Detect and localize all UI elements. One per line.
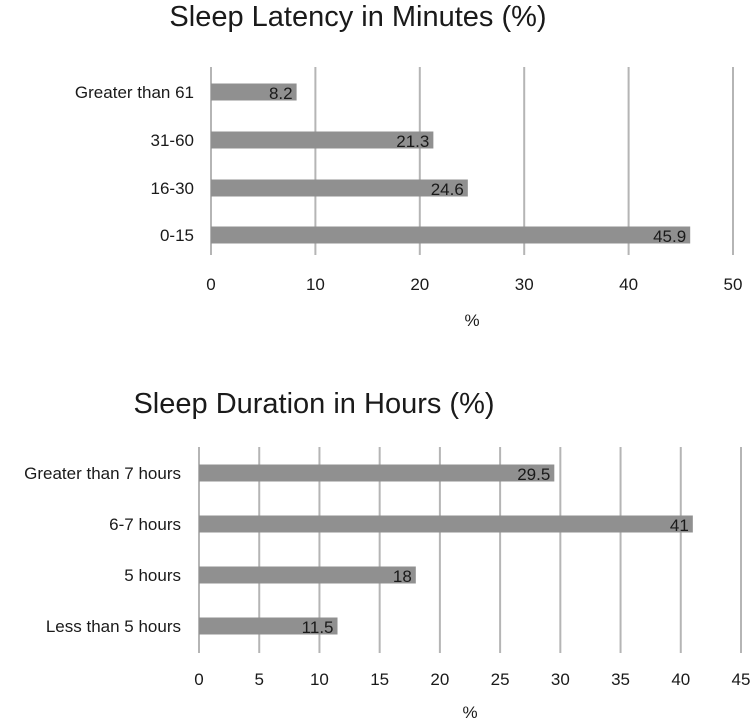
bar bbox=[211, 179, 468, 197]
bar bbox=[211, 83, 297, 101]
x-tick-label: 40 bbox=[619, 275, 638, 294]
x-tick-label: 10 bbox=[306, 275, 325, 294]
data-label: 8.2 bbox=[269, 84, 293, 103]
x-tick-label: 30 bbox=[515, 275, 534, 294]
x-tick-label: 35 bbox=[611, 670, 630, 689]
x-tick-label: 50 bbox=[724, 275, 743, 294]
x-tick-label: 0 bbox=[206, 275, 215, 294]
bar bbox=[199, 566, 416, 584]
chart-title: Sleep Duration in Hours (%) bbox=[133, 388, 494, 420]
data-label: 45.9 bbox=[653, 227, 686, 246]
x-tick-label: 0 bbox=[194, 670, 203, 689]
data-label: 41 bbox=[670, 516, 689, 535]
category-label: 31-60 bbox=[151, 131, 194, 150]
category-label: 0-15 bbox=[160, 226, 194, 245]
x-tick-label: 30 bbox=[551, 670, 570, 689]
x-tick-label: 5 bbox=[254, 670, 263, 689]
bar bbox=[199, 515, 693, 533]
category-label: Greater than 7 hours bbox=[24, 464, 181, 483]
chart-title: Sleep Latency in Minutes (%) bbox=[169, 1, 546, 33]
bar bbox=[199, 617, 338, 635]
bar bbox=[211, 131, 434, 149]
x-tick-label: 20 bbox=[430, 670, 449, 689]
bar bbox=[211, 226, 691, 244]
x-tick-label: 40 bbox=[671, 670, 690, 689]
category-label: 6-7 hours bbox=[109, 515, 181, 534]
category-label: Less than 5 hours bbox=[46, 617, 181, 636]
x-tick-label: 10 bbox=[310, 670, 329, 689]
data-label: 24.6 bbox=[431, 180, 464, 199]
data-label: 21.3 bbox=[396, 132, 429, 151]
x-tick-label: 25 bbox=[491, 670, 510, 689]
data-label: 11.5 bbox=[302, 618, 334, 637]
data-label: 29.5 bbox=[517, 465, 550, 484]
data-label: 18 bbox=[393, 567, 412, 586]
category-label: 16-30 bbox=[151, 179, 194, 198]
bar bbox=[199, 464, 555, 482]
chart-1: Sleep Latency in Minutes (%) 0 10 20 30 40 50 G… bbox=[75, 1, 743, 330]
category-label: Greater than 61 bbox=[75, 83, 194, 102]
x-tick-label: 15 bbox=[370, 670, 389, 689]
chart-2: Sleep Duration in Hours (%) 0 5 10 15 20 25 30 3… bbox=[24, 388, 750, 719]
x-axis-label: % bbox=[462, 703, 477, 719]
category-label: 5 hours bbox=[124, 566, 181, 585]
x-tick-label: 45 bbox=[732, 670, 751, 689]
x-axis-label: % bbox=[464, 311, 479, 330]
x-tick-label: 20 bbox=[410, 275, 429, 294]
